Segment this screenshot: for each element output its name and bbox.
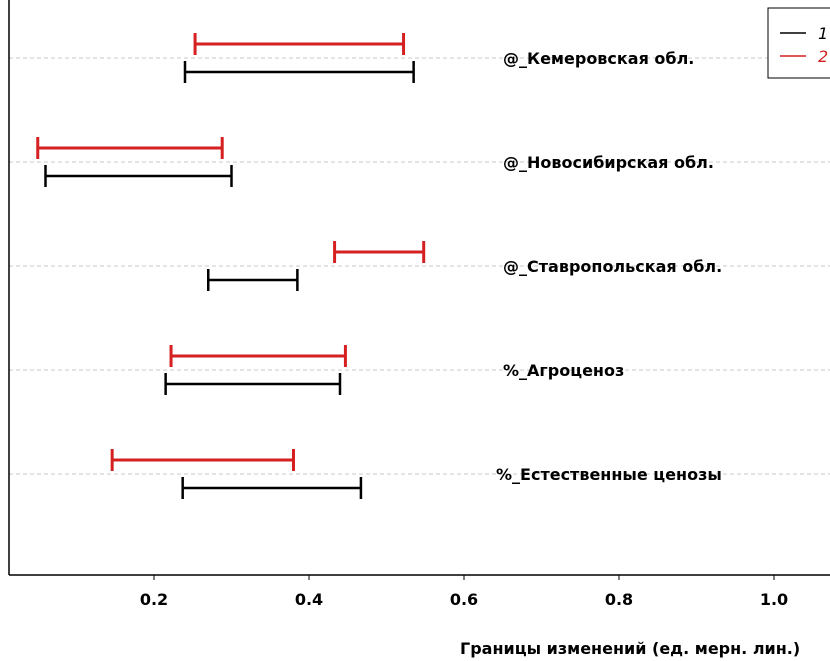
- x-tick-label: 0.2: [140, 590, 168, 609]
- x-tick-label: 0.8: [605, 590, 633, 609]
- category-label: @_Новосибирская обл.: [503, 153, 714, 172]
- category-label: %_Агроценоз: [503, 361, 624, 380]
- interval-2-2: [333, 241, 426, 263]
- interval-1-2: [207, 269, 299, 291]
- x-tick-label: 1.0: [760, 590, 788, 609]
- x-tick-label: 0.6: [450, 590, 478, 609]
- interval-1-1: [44, 165, 233, 187]
- interval-marks: [36, 33, 426, 499]
- x-axis: [8, 0, 830, 576]
- legend-label-2: 2: [818, 47, 828, 66]
- legend-box: [767, 7, 830, 79]
- interval-2-4: [110, 449, 295, 471]
- interval-2-0: [193, 33, 406, 55]
- x-tick-labels: 0.2 0.4 0.6 0.8 1.0: [140, 575, 788, 609]
- category-label: @_Ставропольская обл.: [503, 257, 722, 276]
- interval-2-3: [169, 345, 347, 367]
- interval-1-3: [164, 373, 342, 395]
- x-axis-title: Границы изменений (ед. мерн. лин.): [460, 639, 800, 658]
- interval-2-1: [36, 137, 224, 159]
- legend-label-1: 1: [818, 24, 828, 43]
- x-tick-label: 0.4: [295, 590, 323, 609]
- legend: 12: [767, 7, 830, 79]
- category-label: @_Кемеровская обл.: [503, 49, 694, 68]
- interval-1-4: [181, 477, 363, 499]
- category-label: %_Естественные ценозы: [496, 465, 722, 484]
- category-labels: @_Кемеровская обл. @_Новосибирская обл. @_…: [496, 49, 722, 484]
- interval-1-0: [183, 61, 415, 83]
- grid-lines: [9, 57, 830, 475]
